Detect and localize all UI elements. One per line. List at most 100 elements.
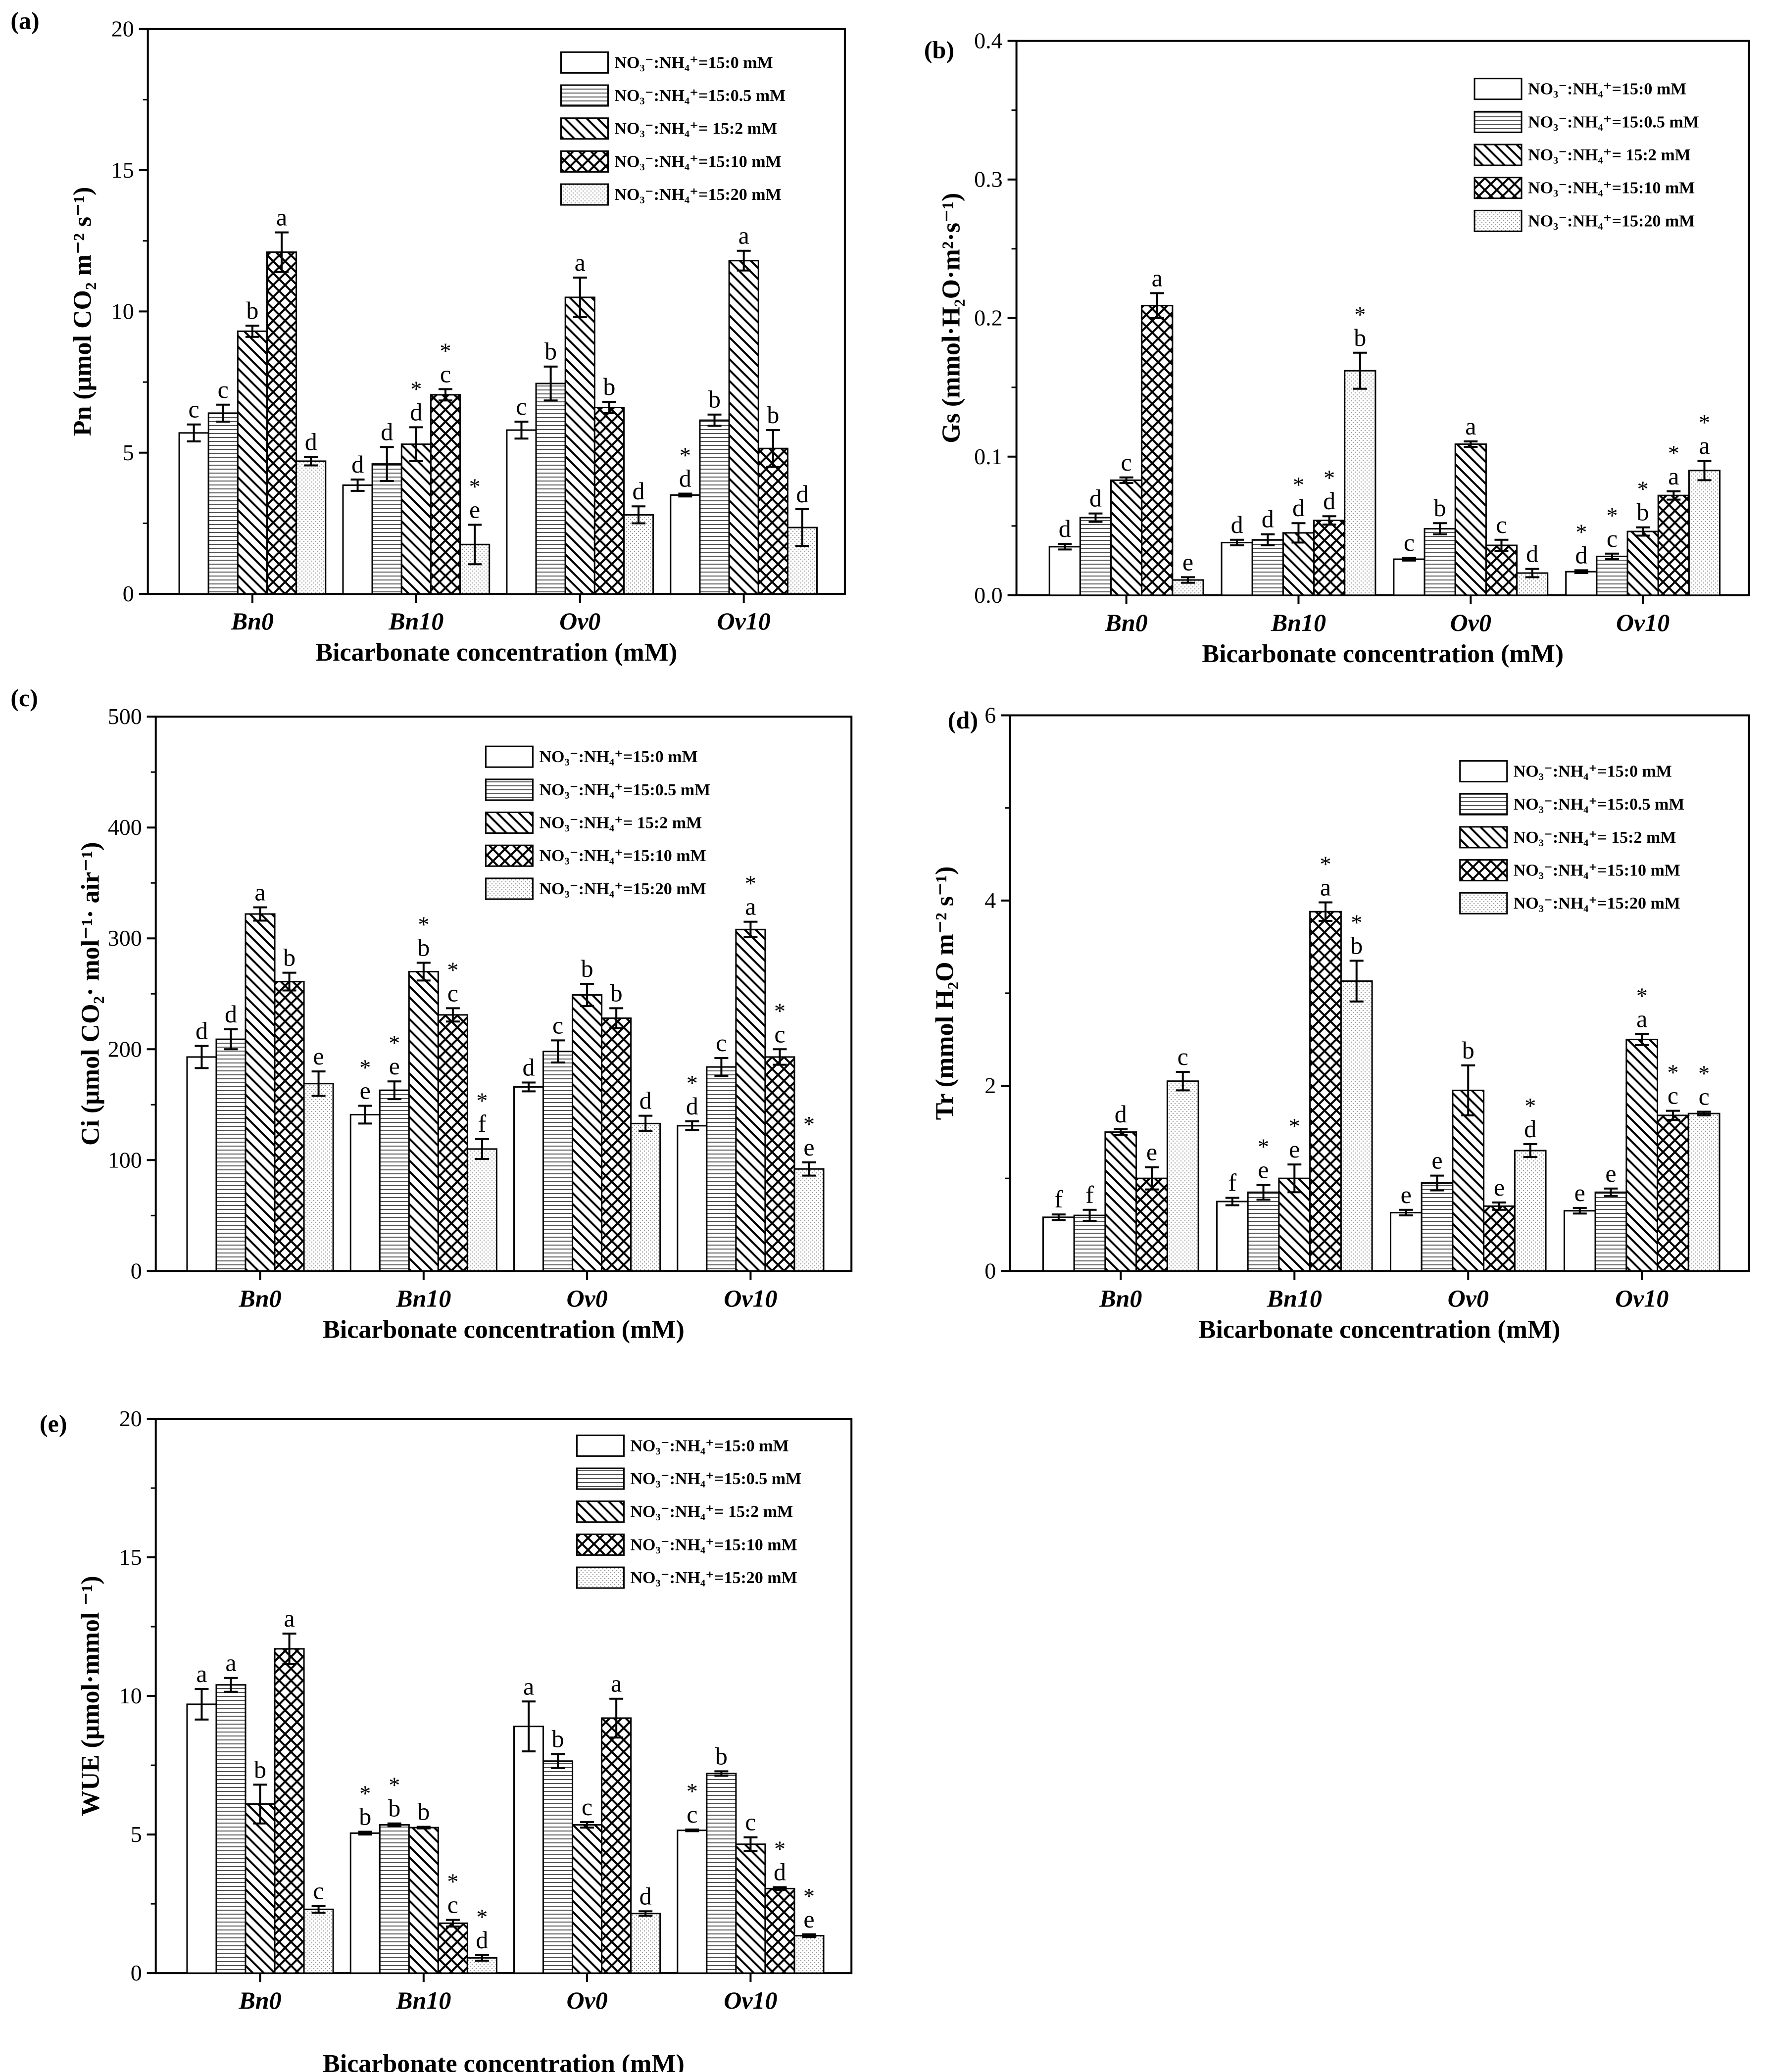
significance-letter: b	[552, 1725, 564, 1753]
bar	[1251, 539, 1284, 596]
bar	[408, 1827, 439, 1974]
significance-letter: b	[1354, 324, 1366, 351]
bar	[186, 1056, 217, 1272]
significance-letter: c	[552, 1011, 563, 1039]
error-bar	[1180, 576, 1195, 584]
error-bar	[1114, 1128, 1128, 1136]
significance-letter: a	[523, 1672, 534, 1700]
error-bar	[350, 479, 365, 492]
significance-letter: c	[1121, 448, 1132, 476]
error-bar	[1461, 1064, 1475, 1116]
significance-star: *	[1524, 1093, 1536, 1118]
legend-swatch	[560, 117, 609, 140]
significance-star: *	[1320, 852, 1331, 877]
significance-letter: c	[1404, 529, 1415, 556]
bar	[1135, 1177, 1168, 1272]
error-bar	[387, 1822, 401, 1828]
significance-letter: c	[687, 1800, 697, 1828]
legend-label: NO₃⁻:NH₄⁺=15:0.5 mM	[630, 1470, 801, 1488]
y-axis-title: Tr (mmol H₂O m⁻² s⁻¹)	[931, 867, 959, 1120]
error-bar	[253, 906, 267, 922]
significance-letter: a	[611, 1670, 622, 1697]
error-bar	[1349, 960, 1364, 1003]
bar	[408, 970, 439, 1272]
y-tick-label: 20	[111, 16, 134, 42]
significance-star: *	[1575, 519, 1587, 544]
panel-label: (b)	[924, 36, 954, 63]
legend-label: NO₃⁻:NH₄⁺= 15:2 mM	[539, 814, 702, 832]
significance-letter: d	[1575, 541, 1587, 569]
significance-letter: b	[1434, 494, 1446, 522]
chart-panel-c: (c) 0 100 200 300 400 500 Ci (μmol CO₂· mol⁻¹· …	[10, 684, 853, 1344]
significance-star: *	[1258, 1134, 1269, 1159]
bar	[1563, 1210, 1596, 1272]
legend-swatch	[1459, 793, 1508, 816]
significance-letter: d	[1231, 511, 1243, 538]
significance-star: *	[745, 871, 756, 896]
significance-star: *	[1699, 410, 1710, 435]
legend-label: NO₃⁻:NH₄⁺=15:0.5 mM	[539, 781, 710, 799]
bar	[437, 1922, 468, 1974]
legend-label: NO₃⁻:NH₄⁺= 15:2 mM	[1528, 146, 1691, 164]
error-bar	[639, 1114, 653, 1133]
error-bar	[282, 971, 296, 992]
legend-swatch	[485, 844, 534, 867]
bar	[1042, 1216, 1075, 1272]
error-bar	[1574, 569, 1588, 575]
significance-letter: d	[351, 450, 364, 478]
significance-letter: a	[1152, 264, 1163, 291]
significance-star: *	[1637, 477, 1649, 502]
error-bar	[714, 1057, 729, 1077]
significance-star: *	[469, 474, 481, 499]
significance-star: *	[680, 443, 691, 468]
significance-star: *	[1354, 302, 1366, 327]
error-bar	[475, 1138, 489, 1160]
error-bar	[1464, 440, 1478, 448]
error-bar	[737, 249, 751, 272]
x-tick-label: Bn10	[1271, 609, 1326, 636]
y-tick-label: 300	[108, 925, 142, 951]
bar	[1626, 530, 1659, 596]
y-tick-label: 5	[123, 440, 134, 465]
bar	[601, 1017, 632, 1272]
legend-label: NO₃⁻:NH₄⁺=15:20 mM	[1514, 894, 1680, 913]
error-bar	[282, 1633, 296, 1665]
legend-swatch	[1459, 859, 1508, 882]
significance-letter: c	[313, 1877, 324, 1905]
significance-star: *	[1668, 440, 1679, 466]
error-bar	[543, 365, 558, 402]
legend-label: NO₃⁻:NH₄⁺=15:10 mM	[539, 847, 706, 865]
y-tick-label: 2	[984, 1073, 996, 1098]
bar	[601, 1717, 632, 1974]
bar	[1141, 305, 1174, 596]
x-tick-label: Bn10	[395, 1284, 451, 1312]
legend-swatch	[485, 778, 534, 801]
bar	[437, 1014, 468, 1272]
x-axis-title: Bicarbonate concentration (mM)	[323, 2050, 685, 2072]
bar	[1079, 517, 1112, 596]
bar	[630, 1122, 661, 1272]
bar	[677, 1125, 708, 1272]
error-bar	[522, 1700, 536, 1753]
error-bar	[1287, 1163, 1302, 1194]
significance-star: *	[774, 1836, 786, 1862]
significance-letter: a	[1320, 873, 1331, 901]
bar	[1565, 571, 1598, 596]
legend-swatch	[1474, 78, 1523, 100]
x-tick-label: Ov0	[559, 607, 600, 635]
bar	[178, 432, 209, 595]
significance-star: *	[359, 1055, 371, 1080]
error-bar	[1636, 526, 1650, 537]
legend-swatch	[576, 1467, 625, 1490]
bar	[215, 1038, 246, 1272]
error-bar	[358, 1831, 372, 1836]
significance-letter: e	[313, 1042, 324, 1070]
y-tick-label: 15	[119, 1544, 142, 1570]
significance-letter: c	[447, 979, 458, 1007]
error-bar	[1150, 292, 1164, 319]
bar	[349, 1832, 381, 1974]
legend-swatch	[560, 150, 609, 173]
error-bar	[1604, 1187, 1618, 1197]
error-bar	[602, 401, 616, 414]
legend-swatch	[1474, 144, 1523, 166]
